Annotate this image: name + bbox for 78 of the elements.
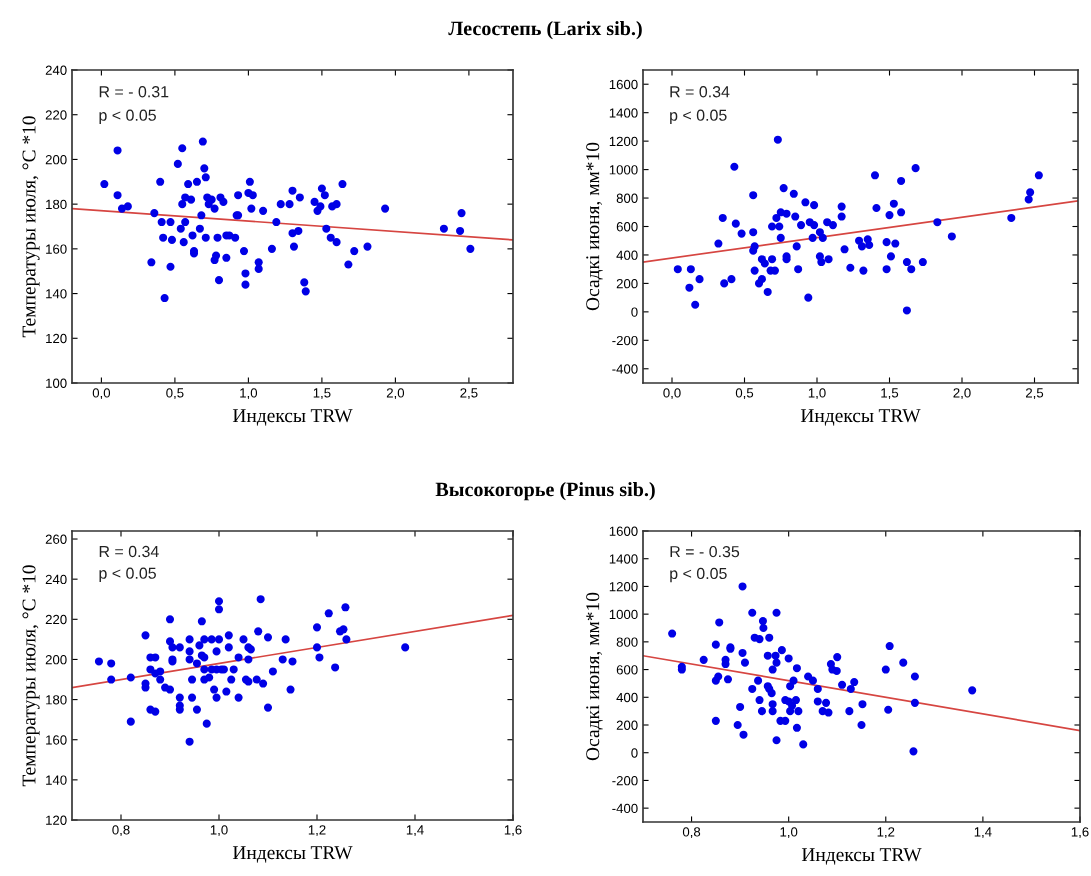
x-tick-label: 1,0 [240, 388, 258, 400]
y-tick-label: 200 [45, 655, 67, 665]
y-tick-label: 1400 [609, 554, 638, 564]
y-tick-label: -400 [612, 364, 638, 374]
y-tick-label: 120 [46, 333, 67, 344]
x-tick-label: 1,6 [1071, 827, 1089, 839]
y-tick-label: 260 [45, 534, 67, 544]
x-tick-label: 2,0 [386, 388, 405, 400]
x-axis-title: Индексы TRW [232, 409, 353, 426]
y-axis-title: Температуры июля, °C *10 [22, 565, 40, 787]
y-tick-label: 240 [45, 65, 67, 75]
y-tick-label: 200 [45, 155, 67, 165]
y-axis-title: Осадкі июня, мм*10 [586, 142, 603, 311]
x-tick-label: 1,5 [881, 388, 899, 400]
y-tick-label: 240 [45, 574, 67, 585]
annotation: p < 0.05 [99, 567, 156, 583]
y-tick-label: 220 [45, 110, 67, 120]
y-tick-label: 200 [616, 720, 638, 730]
y-tick-label: 1400 [609, 108, 638, 118]
y-tick-label: 180 [46, 695, 67, 705]
x-tick-label: 0,0 [663, 388, 681, 400]
y-tick-label: 1600 [609, 526, 638, 536]
x-tick-label: 1,6 [504, 825, 522, 837]
x-tick-label: 1,4 [406, 825, 424, 837]
x-axis-title: Индексы TRW [232, 846, 353, 863]
y-tick-label: 400 [616, 250, 638, 260]
y-tick-label: 180 [46, 199, 67, 210]
y-tick-label: 800 [616, 637, 638, 647]
x-tick-label: 0,8 [682, 827, 701, 839]
y-tick-label: 400 [616, 692, 638, 703]
annotation: p < 0.05 [670, 567, 727, 583]
chart-title: Высокогорье (Pinus sib.) [435, 482, 655, 501]
y-axis-title: Осадкі июня, мм*10 [586, 592, 603, 761]
y-tick-label: 160 [46, 735, 67, 745]
x-tick-label: 1,2 [877, 827, 895, 839]
x-tick-label: 1,2 [308, 825, 326, 837]
chart-title: Лесостепь (Larix sib.) [448, 21, 642, 40]
y-tick-label: -200 [612, 776, 638, 786]
x-tick-label: 0,5 [735, 388, 754, 400]
y-axis-title: Температуры июля, °C *10 [22, 116, 40, 338]
y-tick-label: 600 [616, 665, 638, 675]
x-tick-label: 2,0 [953, 388, 971, 400]
y-tick-label: 220 [45, 614, 67, 625]
y-tick-label: 120 [46, 815, 67, 825]
y-tick-label: -200 [612, 335, 638, 346]
y-tick-label: 1000 [609, 609, 638, 620]
annotation: R = - 0.31 [99, 86, 169, 98]
y-tick-label: 1200 [609, 136, 638, 147]
x-tick-label: 1,5 [313, 388, 331, 400]
x-tick-label: 2,5 [1025, 388, 1044, 400]
y-tick-label: 1600 [609, 79, 638, 90]
x-tick-label: 0,5 [166, 388, 184, 400]
x-tick-label: 2,5 [460, 388, 478, 400]
y-tick-label: 1000 [609, 165, 638, 175]
y-tick-label: -400 [612, 803, 638, 814]
x-axis-title: Индексы TRW [801, 848, 922, 865]
y-tick-label: 140 [46, 775, 67, 785]
x-tick-label: 1,0 [780, 827, 798, 839]
y-tick-label: 0 [631, 307, 638, 317]
annotation: R = - 0.35 [670, 545, 740, 558]
x-tick-label: 1,0 [210, 825, 228, 837]
y-tick-label: 1200 [609, 582, 638, 592]
x-axis-title: Индексы TRW [800, 409, 921, 426]
x-tick-label: 1,0 [808, 388, 826, 400]
y-tick-label: 0 [631, 748, 638, 758]
y-tick-label: 100 [46, 378, 67, 388]
annotation: p < 0.05 [99, 109, 156, 125]
x-tick-label: 0,8 [112, 825, 130, 837]
annotation: p < 0.05 [670, 109, 727, 125]
y-tick-label: 160 [46, 244, 67, 254]
y-tick-label: 200 [616, 278, 638, 289]
y-tick-label: 140 [46, 289, 67, 299]
annotation: R = 0.34 [99, 545, 159, 558]
x-tick-label: 0,0 [92, 388, 111, 400]
annotation: R = 0.34 [670, 86, 730, 98]
x-tick-label: 1,4 [974, 827, 992, 839]
y-tick-label: 600 [616, 222, 638, 232]
y-tick-label: 800 [616, 193, 638, 203]
